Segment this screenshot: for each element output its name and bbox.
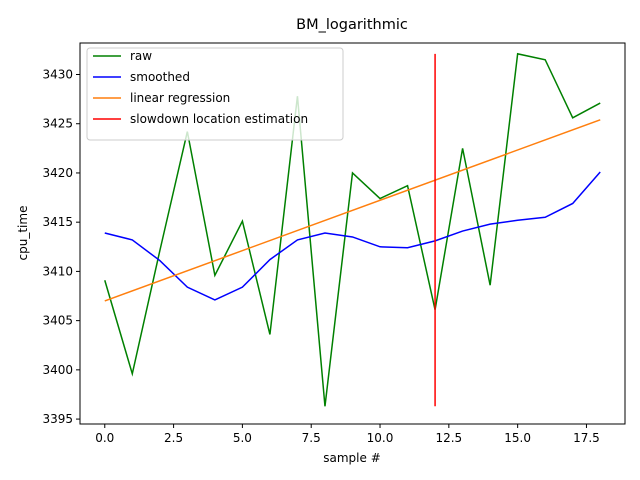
series-line-linear-regression	[104, 119, 601, 302]
axes-frame	[79, 42, 626, 425]
y-tick-label: 3410	[42, 264, 73, 278]
y-tick-label: 3415	[42, 215, 73, 229]
y-axis-label: cpu_time	[16, 206, 30, 261]
legend-label: raw	[130, 49, 152, 63]
x-tick-label: 0.0	[95, 431, 114, 445]
x-tick-label: 10.0	[367, 431, 394, 445]
x-tick-label: 12.5	[435, 431, 462, 445]
legend-box	[86, 47, 344, 141]
chart-title: BM_logarithmic	[296, 17, 408, 33]
y-axis: 3395 3400 3405 3410 3415 3420 3425 3430	[42, 68, 80, 426]
legend: raw smoothed linear regression slowdown loc…	[86, 47, 344, 141]
x-tick-label: 7.5	[302, 431, 321, 445]
legend-label: slowdown location estimation	[130, 112, 308, 126]
x-tick-label: 15.0	[504, 431, 531, 445]
x-tick-label: 5.0	[233, 431, 252, 445]
legend-label: linear regression	[130, 91, 230, 105]
y-tick-label: 3395	[42, 412, 73, 426]
legend-label: smoothed	[130, 70, 190, 84]
series-line-smoothed	[104, 171, 601, 301]
y-tick-label: 3425	[42, 117, 73, 131]
x-axis-label: sample #	[323, 451, 381, 465]
y-tick-label: 3430	[42, 68, 73, 82]
y-tick-label: 3405	[42, 314, 73, 328]
y-tick-label: 3400	[42, 363, 73, 377]
x-axis: 0.0 2.5 5.0 7.5 10.0 12.5 15.0 17.5	[95, 424, 600, 445]
x-tick-label: 17.5	[573, 431, 600, 445]
y-tick-label: 3420	[42, 166, 73, 180]
x-tick-label: 2.5	[164, 431, 183, 445]
